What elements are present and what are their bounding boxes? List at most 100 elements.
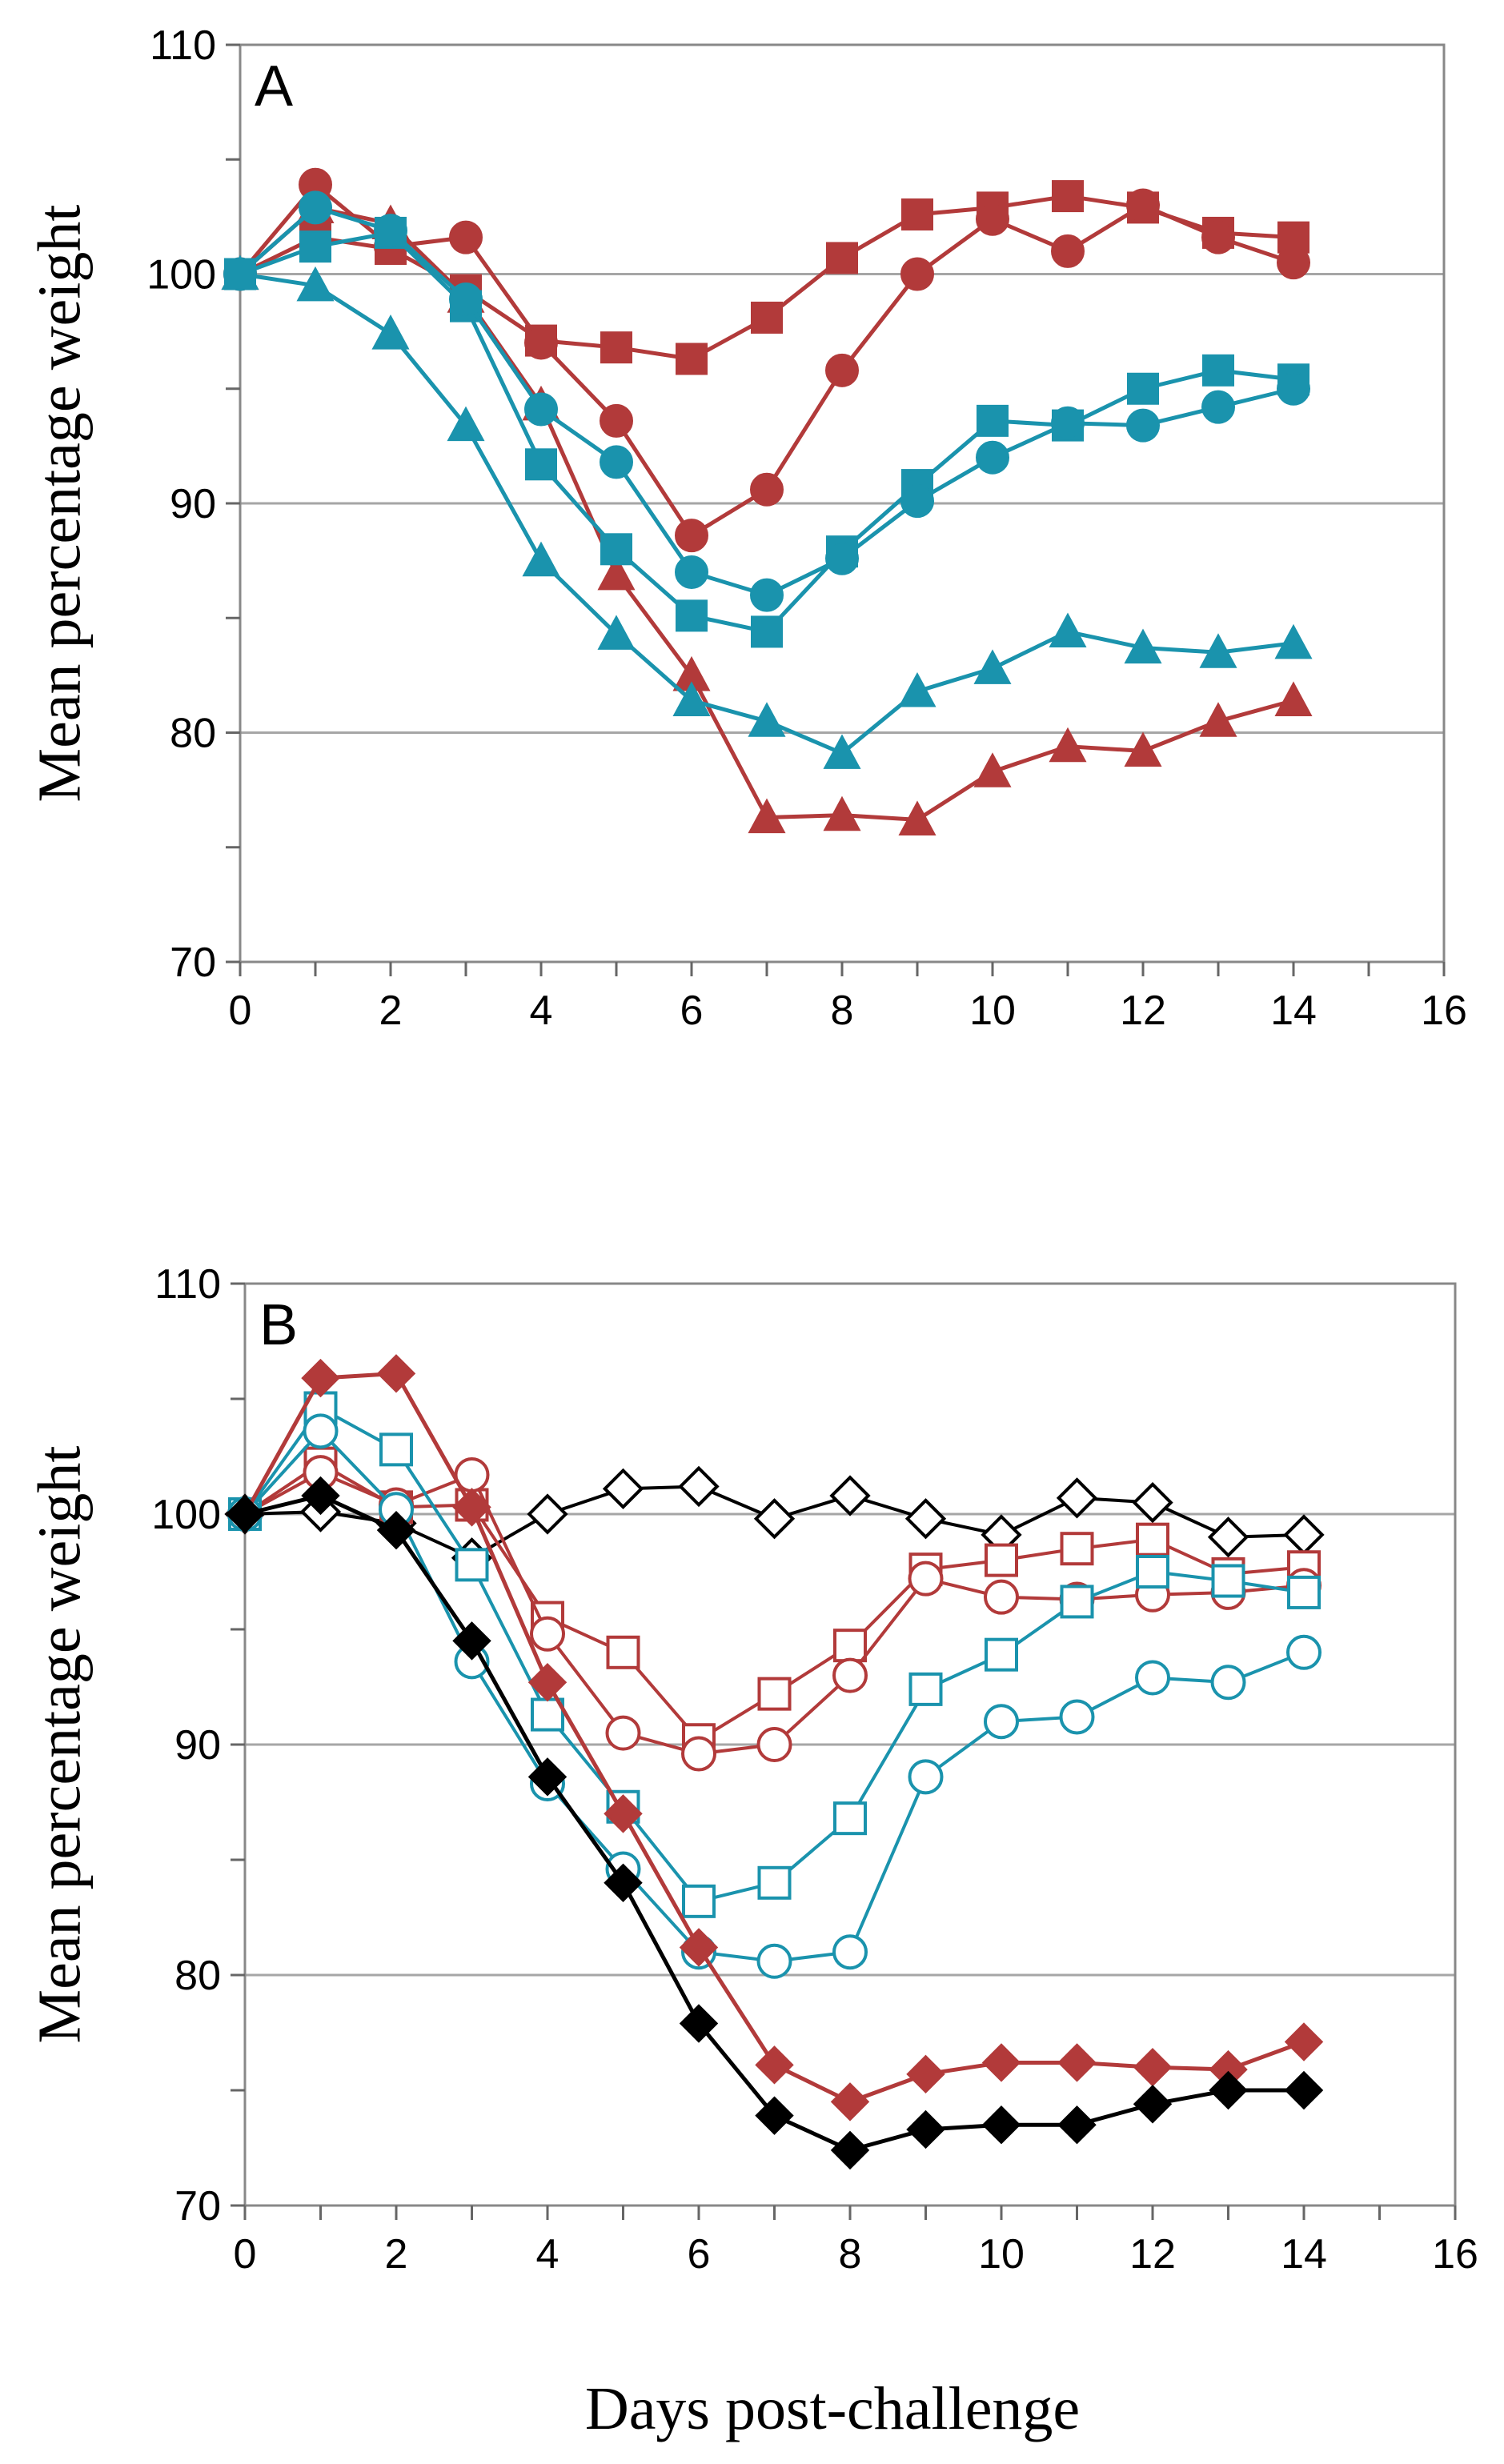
data-point-red-diamond-filled-day-9 [906,2054,945,2094]
data-point-teal-circle-open-day-14 [1286,1634,1322,1670]
data-point-teal-circle-open-day-12 [1135,1660,1170,1696]
x-tick-label: 4 [530,988,553,1034]
data-point-red-circle-day-12 [1126,188,1160,222]
data-point-teal-square-open-day-7 [757,1865,792,1900]
data-point-teal-circle-day-3 [449,282,483,317]
data-point-teal-square-open-day-4 [531,1697,564,1732]
data-point-teal-square-open-day-11 [1060,1585,1094,1619]
data-point-red-circle-day-4 [524,326,558,360]
x-tick-label: 6 [688,2231,711,2278]
data-point-teal-circle-open-day-11 [1059,1699,1095,1735]
x-tick-label: 2 [379,988,403,1034]
x-tick-label: 2 [385,2231,408,2278]
data-point-black-diamond-open-day-8 [829,1475,871,1516]
data-point-red-circle-open-day-7 [756,1727,792,1762]
data-point-teal-circle-open-day-8 [832,1934,868,1970]
data-point-teal-triangle-day-7 [748,702,786,737]
data-point-red-circle-day-5 [600,403,633,438]
data-point-black-diamond-filled-day-8 [830,2130,870,2170]
data-point-teal-square-day-4 [525,448,557,481]
data-point-red-triangle-day-13 [1199,702,1237,737]
data-point-red-circle-open-day-6 [681,1736,716,1772]
data-point-red-circle-day-11 [1051,234,1085,268]
data-point-teal-triangle-day-4 [522,541,560,577]
data-point-teal-triangle-day-8 [823,734,861,769]
data-point-black-diamond-filled-day-7 [755,2096,794,2135]
x-tick-label: 0 [229,988,252,1034]
data-point-teal-square-open-day-3 [455,1548,489,1582]
data-point-red-triangle-day-14 [1274,681,1313,716]
data-point-red-diamond-filled-day-2 [376,1354,416,1393]
data-point-black-diamond-open-day-9 [904,1498,947,1540]
data-point-teal-circle-day-13 [1201,390,1235,424]
shared-x-axis-title: Days post-challenge [585,2375,1080,2442]
data-point-teal-triangle-day-3 [447,406,485,442]
data-point-teal-circle-day-6 [675,555,708,589]
data-point-red-square-day-8 [826,242,858,274]
series-red-circle [223,167,1310,553]
y-tick-label: 90 [174,1722,221,1769]
series-black-diamond-filled [225,1476,1324,2170]
data-point-red-diamond-filled-day-8 [830,2082,870,2121]
x-tick-label: 14 [1281,2231,1327,2278]
data-point-red-circle-day-14 [1277,246,1310,280]
y-tick-label: 80 [174,1953,221,1999]
data-point-teal-square-open-day-8 [833,1801,867,1836]
data-point-teal-circle-day-12 [1126,408,1160,443]
data-point-black-diamond-filled-day-0 [225,1494,265,1534]
data-point-red-circle-open-day-9 [908,1561,944,1597]
data-point-teal-triangle-day-5 [597,615,636,650]
data-point-teal-square-open-day-12 [1136,1555,1169,1589]
data-point-teal-circle-day-2 [374,214,407,248]
data-point-teal-circle-day-4 [524,392,558,427]
data-point-red-triangle-day-5 [597,555,636,591]
x-tick-label: 8 [839,2231,862,2278]
data-point-red-square-open-day-7 [757,1677,792,1711]
data-point-teal-triangle-day-0 [221,254,259,290]
x-tick-label: 10 [969,988,1016,1034]
data-point-teal-square-open-day-13 [1211,1564,1245,1598]
data-point-red-square-open-day-10 [985,1543,1018,1577]
x-tick-label: 12 [1120,988,1166,1034]
data-point-teal-square-open-day-14 [1287,1575,1321,1609]
data-point-red-triangle-day-9 [898,800,936,835]
data-point-teal-square-day-12 [1127,372,1159,405]
data-point-black-diamond-filled-day-2 [376,1510,416,1550]
series-teal-triangle [221,254,1313,769]
data-point-teal-triangle-day-13 [1199,633,1237,668]
data-point-teal-triangle-day-12 [1124,628,1162,664]
data-point-red-diamond-filled-day-14 [1284,2022,1324,2061]
data-point-teal-square-day-10 [977,404,1009,437]
data-point-teal-circle-day-1 [299,190,332,225]
data-point-black-diamond-open-day-6 [678,1465,720,1508]
data-point-red-circle-day-3 [449,220,483,254]
series-teal-circle [223,190,1310,612]
data-point-teal-circle-open-day-7 [756,1943,792,1979]
y-tick-label: 110 [154,1261,221,1308]
data-point-red-square-open-day-8 [833,1629,867,1663]
x-tick-label: 14 [1270,988,1317,1034]
y-tick-label: 70 [170,940,216,986]
data-point-red-circle-open-day-5 [605,1715,641,1751]
data-point-red-square-day-5 [600,331,632,364]
series-line-teal-square-open [243,1406,1305,1903]
data-point-teal-triangle-day-2 [371,315,410,350]
data-point-red-square-open-day-12 [1136,1522,1169,1557]
data-point-teal-triangle-day-11 [1049,612,1087,648]
data-point-red-square-day-11 [1052,180,1084,213]
panel-a-chart: 70 80 90 100 110 0 2 4 6 8 10 12 14 16 Mean percentage… [26,22,1466,1034]
data-point-black-diamond-filled-day-4 [527,1757,568,1797]
data-point-red-circle-day-13 [1201,220,1235,254]
data-point-teal-circle-day-14 [1277,371,1310,406]
x-tick-label: 6 [680,988,704,1034]
data-point-teal-circle-day-8 [825,541,859,575]
data-point-black-diamond-open-day-12 [1132,1481,1173,1524]
data-point-teal-circle-day-10 [976,440,1009,475]
data-point-teal-triangle-day-6 [672,681,711,716]
data-point-red-triangle-day-10 [973,752,1012,787]
data-point-red-diamond-filled-day-10 [981,2043,1021,2082]
data-point-teal-square-day-1 [299,230,331,263]
data-point-black-diamond-open-day-5 [602,1468,644,1509]
data-point-red-square-day-6 [676,343,708,375]
